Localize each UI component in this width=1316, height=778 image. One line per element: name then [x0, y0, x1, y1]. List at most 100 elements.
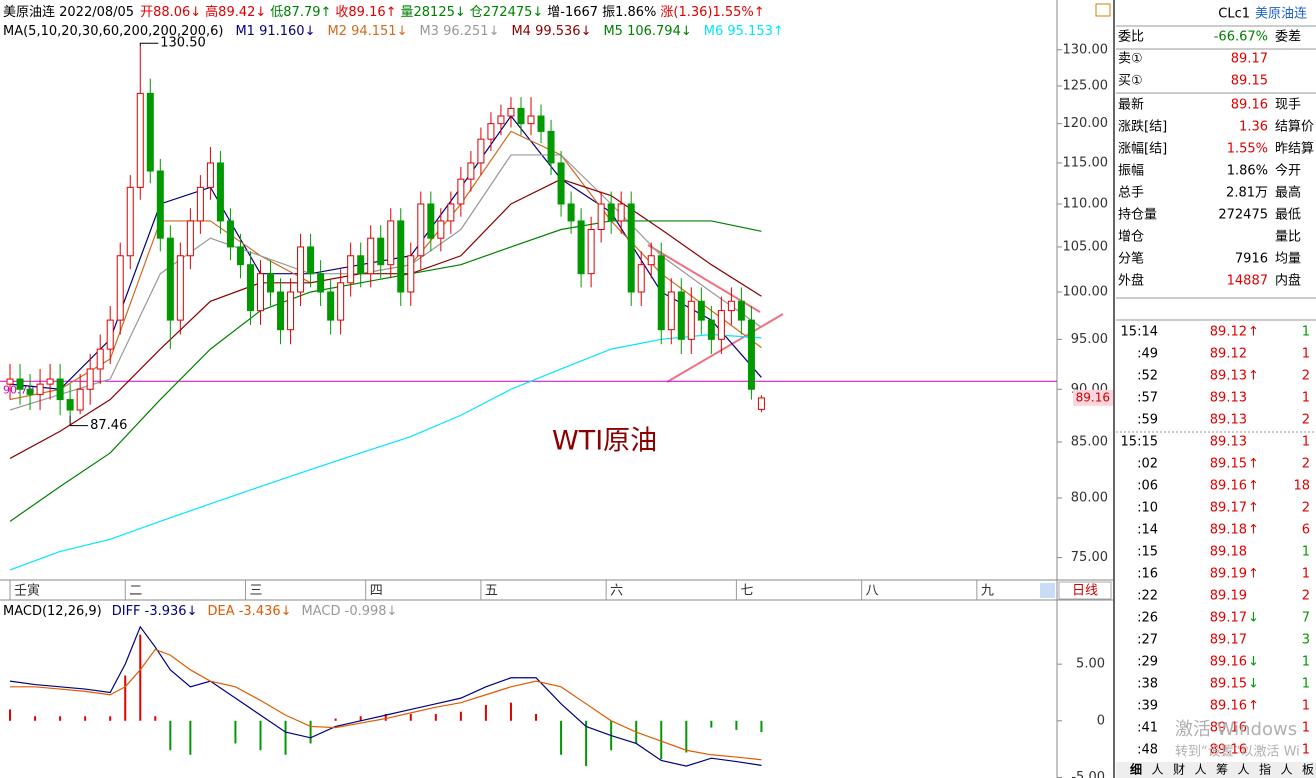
- candle-body: [737, 300, 745, 321]
- tick-volume: 2: [1302, 457, 1310, 472]
- y-tick-label: 95.00: [1071, 332, 1108, 347]
- tick-price: 89.16: [1210, 699, 1247, 714]
- period-label[interactable]: 日线: [1072, 584, 1098, 599]
- tick-time: :48: [1137, 743, 1158, 758]
- tab[interactable]: 人: [1152, 763, 1164, 777]
- macd-legend: MACD(12,26,9) DIFF -3.936↓ DEA -3.436↓ MACD…: [3, 604, 397, 619]
- quote-value: 89.16: [1231, 98, 1268, 113]
- header-title: 美原油连 2022/08/05: [3, 4, 134, 20]
- x-tick-label: 壬寅: [14, 583, 40, 599]
- window-icon[interactable]: [1095, 3, 1111, 17]
- candle-body: [267, 273, 275, 293]
- candle-body: [677, 291, 685, 340]
- tab[interactable]: 人: [1238, 763, 1250, 777]
- candle-body: [607, 203, 615, 222]
- quote-value: 89.17: [1231, 52, 1268, 67]
- tab[interactable]: 筹: [1216, 763, 1228, 777]
- header-item: 高89.42↓: [205, 4, 266, 20]
- y-tick-label: 125.00: [1063, 78, 1109, 93]
- tick-arrow: ↑: [1248, 479, 1259, 494]
- candle-body: [146, 92, 154, 172]
- y-tick-label: 105.00: [1063, 239, 1109, 254]
- header-line: 美原油连 2022/08/05 开88.06↓ 高89.42↓ 低87.79↑ 收89.…: [3, 4, 765, 20]
- candle-body: [307, 246, 315, 275]
- ma-legend-item: M2 94.151↓: [327, 24, 407, 39]
- tick-time: :06: [1137, 479, 1158, 494]
- tick-volume: 6: [1302, 523, 1310, 538]
- tick-time: :38: [1137, 677, 1158, 692]
- ma-legend-item: M1 91.160↓: [235, 24, 315, 39]
- quote-value: 1.86%: [1227, 164, 1268, 179]
- tick-time: 15:14: [1121, 325, 1158, 340]
- tick-price: 89.17: [1210, 611, 1247, 626]
- tab[interactable]: 板: [1302, 763, 1314, 777]
- candle-body: [377, 237, 385, 266]
- candle-body: [327, 291, 335, 321]
- tab[interactable]: 财: [1173, 763, 1185, 777]
- candle-body: [126, 186, 134, 257]
- candle-body: [176, 255, 184, 321]
- tab-bar: [1116, 762, 1316, 778]
- candle-body: [16, 378, 24, 390]
- tick-time: :22: [1137, 589, 1158, 604]
- y-tick-label: 85.00: [1071, 435, 1108, 450]
- symbol: CLc1: [1218, 7, 1250, 22]
- last-price-label: 89.16: [1076, 390, 1110, 404]
- tab[interactable]: 细: [1130, 762, 1142, 777]
- candle-body: [717, 310, 725, 340]
- header-item: 仓272475↓: [470, 5, 544, 20]
- candle-body: [427, 203, 435, 239]
- macd-title: MACD(12,26,9): [3, 604, 102, 619]
- tick-time: :26: [1137, 611, 1158, 626]
- tick-volume: 7: [1302, 611, 1310, 626]
- candle-body: [747, 319, 755, 390]
- period-box[interactable]: [1058, 581, 1112, 600]
- x-tick-label: 五: [485, 584, 498, 599]
- macd-line: [10, 648, 762, 761]
- tick-time: :15: [1137, 545, 1158, 560]
- tick-price: 89.16: [1210, 655, 1247, 670]
- tick-price: 89.17: [1210, 633, 1247, 648]
- candle-body: [687, 300, 695, 340]
- candle-body: [547, 130, 555, 164]
- tick-arrow: ↑: [1248, 523, 1259, 538]
- quote-right-label: 最高: [1275, 185, 1301, 201]
- x-tick-label: 九: [981, 584, 994, 599]
- tab[interactable]: 指: [1259, 762, 1271, 777]
- tick-volume: 1: [1302, 655, 1310, 670]
- candle-body: [527, 115, 535, 125]
- tab[interactable]: 人: [1281, 763, 1293, 777]
- tick-price: 89.19: [1210, 589, 1247, 604]
- candle-body: [407, 255, 415, 293]
- quote-value: 2.81万: [1226, 186, 1268, 201]
- tick-price: 89.12: [1210, 347, 1247, 362]
- tab[interactable]: 人: [1195, 763, 1207, 777]
- annotation-label: 130.50: [160, 36, 206, 51]
- candle-body: [186, 220, 194, 257]
- tick-price: 89.19: [1210, 567, 1247, 582]
- y-tick-label: 110.00: [1063, 196, 1109, 211]
- candle-body: [457, 178, 465, 205]
- header-item: 增-1667: [547, 5, 598, 20]
- tick-price: 89.16: [1210, 743, 1247, 758]
- candle-body: [567, 203, 575, 222]
- tick-price: 89.16: [1210, 479, 1247, 494]
- scroll-box[interactable]: [1040, 583, 1055, 598]
- tick-time: :39: [1137, 699, 1158, 714]
- tick-volume: 1: [1302, 721, 1310, 736]
- candle-body: [447, 203, 455, 222]
- macd-line: [9, 625, 762, 767]
- tick-arrow: ↓: [1248, 655, 1259, 670]
- candle-body: [707, 319, 715, 340]
- x-tick-label: 二: [129, 584, 142, 599]
- candle-body: [317, 273, 325, 293]
- tick-time: :29: [1137, 655, 1158, 670]
- header-item: 开88.06↓: [140, 5, 201, 20]
- quote-value: 1.36: [1239, 120, 1268, 135]
- tick-volume: 1: [1302, 347, 1310, 362]
- quote-right-label: 结算价: [1275, 120, 1314, 135]
- tick-time: :57: [1137, 391, 1158, 406]
- trend-line: [666, 313, 784, 383]
- candle-body: [256, 273, 264, 312]
